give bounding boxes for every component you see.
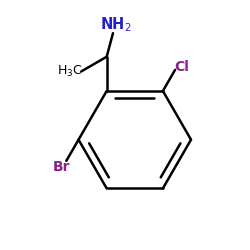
Text: NH$_2$: NH$_2$ xyxy=(100,15,131,34)
Text: Cl: Cl xyxy=(174,60,189,74)
Text: Br: Br xyxy=(53,160,70,174)
Text: H$_3$C: H$_3$C xyxy=(58,64,83,79)
